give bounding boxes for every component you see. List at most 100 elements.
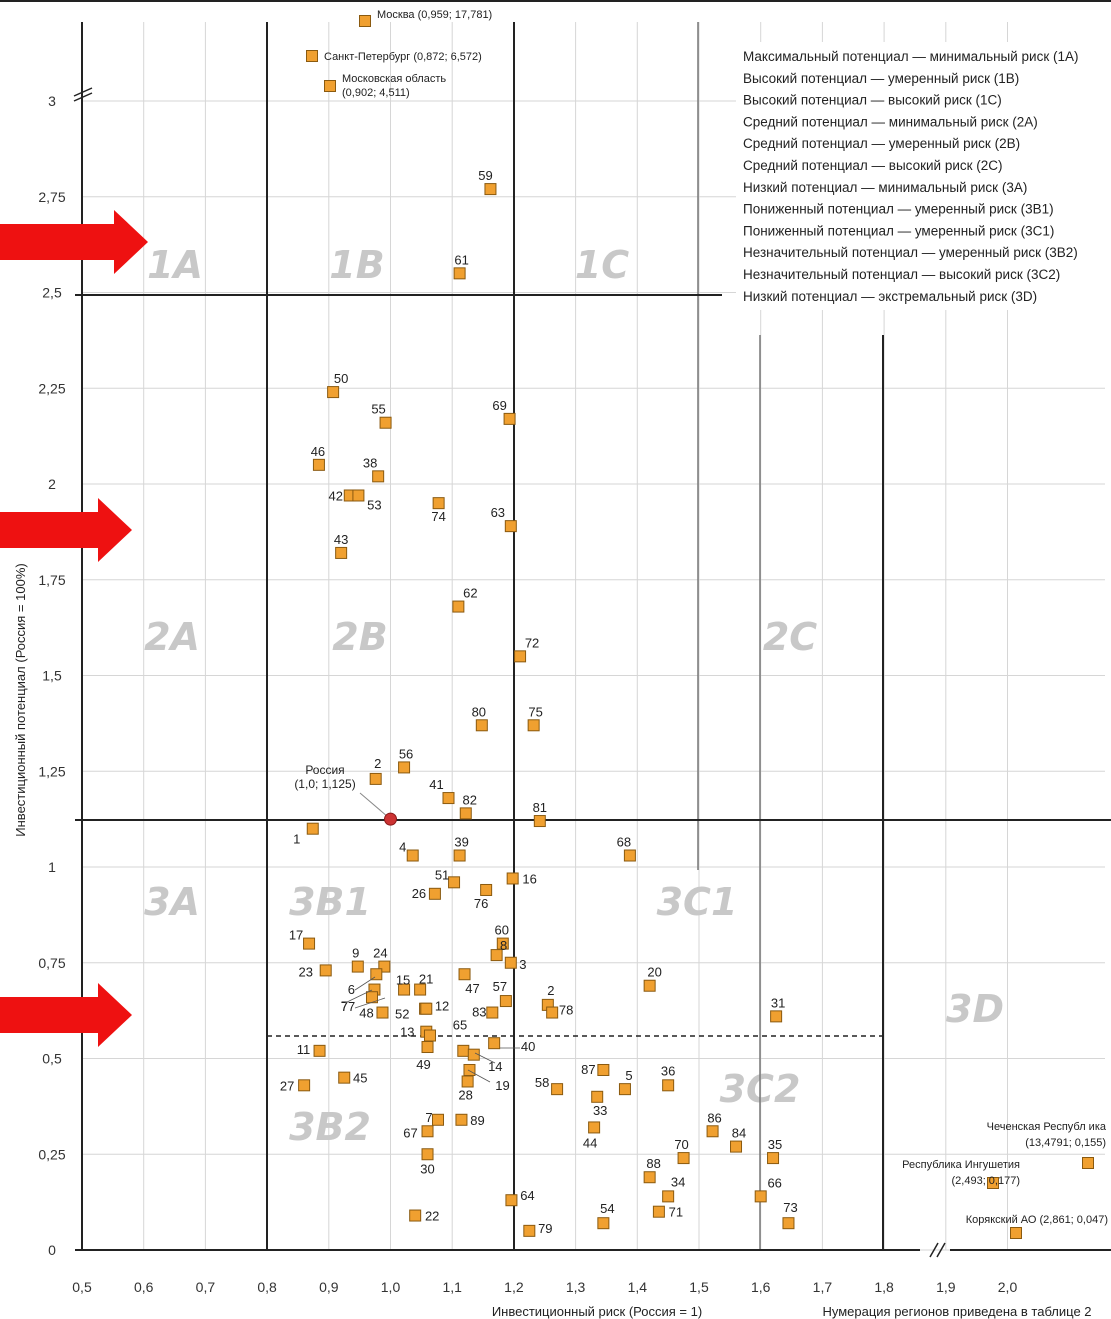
data-point-15	[398, 983, 411, 996]
x-tick-label: 0,6	[134, 1279, 154, 1295]
data-point-20	[643, 979, 656, 992]
point-label: 75	[528, 704, 542, 719]
data-point-61	[453, 267, 466, 280]
x-tick-label: 1,6	[751, 1279, 771, 1295]
outlier-label: Корякский АО (2,861; 0,047)	[966, 1214, 1108, 1226]
legend-entry: Средний потенциал — умеренный риск (2B)	[743, 136, 1020, 151]
point-label: 74	[431, 509, 445, 524]
data-point-82	[459, 807, 472, 820]
zone-label: 3B2	[289, 1105, 371, 1149]
data-point-19	[463, 1063, 476, 1076]
x-axis-break-mark	[929, 1242, 939, 1258]
point-label: 28	[458, 1087, 472, 1102]
point-label: 80	[472, 704, 486, 719]
y-axis-break-mark	[73, 87, 93, 97]
data-point-78	[546, 1006, 559, 1019]
data-point-8	[490, 949, 503, 962]
y-tick-label: 0	[48, 1242, 56, 1258]
outlier-point	[1082, 1157, 1094, 1169]
data-point-28	[461, 1075, 474, 1088]
data-point-73	[782, 1217, 795, 1230]
zone-boundaries	[73, 22, 1111, 1258]
point-label: 52	[395, 1007, 409, 1022]
outlier-label: Республика Ингушетия	[902, 1159, 1020, 1171]
point-label: 27	[280, 1078, 294, 1093]
data-point-41	[442, 792, 455, 805]
point-label: 33	[593, 1103, 607, 1118]
data-point-40	[488, 1037, 501, 1050]
point-label: 83	[472, 1005, 486, 1020]
point-label: 7	[341, 999, 348, 1014]
legend-entry: Низкий потенциал — экстремальный риск (3…	[743, 289, 1037, 304]
russia-marker	[384, 812, 397, 826]
x-tick-label: 1,8	[874, 1279, 894, 1295]
data-point-14b	[467, 1048, 480, 1061]
point-label: 55	[371, 402, 385, 417]
data-point-49	[421, 1041, 434, 1054]
y-tick-label: 2	[48, 476, 56, 492]
point-label: 8	[500, 938, 507, 953]
point-label: 22	[425, 1209, 439, 1224]
axis-ticks: 0,5 0,6 0,7 0,8 0,9 1,0 1,1 1,2 1,3 1,4 1,5 1,6 1,7 1…	[38, 93, 1017, 1295]
point-label: 5	[625, 1068, 632, 1083]
data-point-57	[499, 995, 512, 1008]
data-point-33	[591, 1090, 604, 1103]
data-point-45	[338, 1071, 351, 1084]
legend-entry: Средний потенциал — высокий риск (2C)	[743, 158, 1003, 173]
zone-label: 3B1	[289, 880, 371, 924]
point-label: 89	[470, 1113, 484, 1128]
data-point-34	[662, 1190, 675, 1203]
data-point-87	[597, 1063, 610, 1076]
point-label: 36	[661, 1063, 675, 1078]
x-tick-label: 0,9	[319, 1279, 339, 1295]
leader-line	[344, 989, 373, 1004]
point-label: 31	[771, 995, 785, 1010]
point-label: 65	[453, 1018, 467, 1033]
point-label: 71	[669, 1205, 683, 1220]
legend-entry: Максимальный потенциал — минимальный рис…	[743, 49, 1079, 64]
data-point-48	[376, 1006, 389, 1019]
point-label: 61	[454, 252, 468, 267]
point-label: 79	[538, 1221, 552, 1236]
point-label: 77	[341, 999, 355, 1014]
outlier-label: Москва (0,959; 17,781)	[377, 9, 492, 21]
point-label: 58	[535, 1075, 549, 1090]
point-label: 13	[400, 1025, 414, 1040]
russia-leader	[359, 792, 391, 820]
data-point-65	[423, 1029, 436, 1042]
data-point-75	[527, 719, 540, 732]
x-tick-label: 1,1	[442, 1279, 462, 1295]
outlier-label: Чеченская Республ ика	[987, 1121, 1107, 1133]
point-label: 69	[492, 398, 506, 413]
data-point-14	[457, 1044, 470, 1057]
point-label: 88	[646, 1156, 660, 1171]
data-point-7b	[432, 1113, 445, 1126]
point-label: 68	[617, 835, 631, 850]
point-label: 66	[767, 1175, 781, 1190]
point-label: 86	[707, 1110, 721, 1125]
point-label: 46	[311, 444, 325, 459]
data-point-70	[677, 1152, 690, 1165]
point-label: 12	[435, 999, 449, 1014]
x-tick-label: 0,7	[196, 1279, 216, 1295]
point-label: 38	[363, 455, 377, 470]
x-axis-break-mark	[936, 1242, 946, 1258]
outlier-point	[987, 1177, 999, 1189]
data-point-22	[409, 1209, 422, 1222]
point-label: 24	[373, 946, 387, 961]
y-tick-label: 1	[48, 859, 56, 875]
data-point-47	[458, 968, 471, 981]
y-tick-label: 0,25	[38, 1146, 65, 1162]
y-tick-label: 3	[48, 93, 56, 109]
data-point-64	[505, 1194, 518, 1207]
red-arrow	[0, 210, 148, 274]
data-point-55	[379, 416, 392, 429]
point-label: 49	[416, 1057, 430, 1072]
y-axis-break-mark	[73, 92, 93, 102]
point-label: 53	[367, 497, 381, 512]
data-point-44	[588, 1121, 601, 1134]
data-point-35	[767, 1152, 780, 1165]
legend-entry: Незначительный потенциал — высокий риск …	[743, 267, 1060, 282]
point-label: 73	[783, 1200, 797, 1215]
